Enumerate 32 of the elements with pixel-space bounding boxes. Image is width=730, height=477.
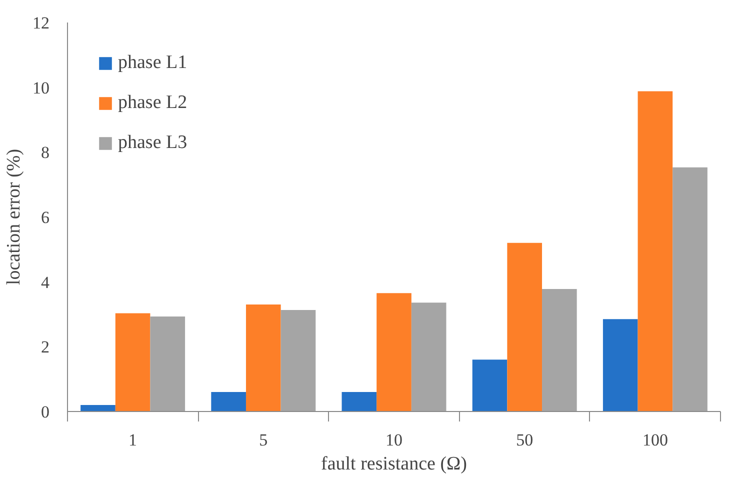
x-tick-label: 5 — [259, 430, 268, 450]
bar — [672, 167, 708, 412]
bar — [80, 405, 116, 412]
bar — [376, 293, 412, 412]
legend-label: phase L2 — [118, 92, 188, 114]
bar — [115, 313, 150, 412]
x-tick-label: 1 — [128, 430, 138, 450]
bar — [150, 316, 186, 412]
y-tick-label: 2 — [41, 338, 50, 357]
bar — [638, 91, 673, 412]
x-axis-title: fault resistance (Ω) — [321, 454, 467, 474]
bar — [472, 360, 508, 412]
y-tick-label: 10 — [32, 78, 50, 98]
bar — [342, 392, 377, 412]
bar — [602, 319, 638, 412]
bar — [280, 310, 316, 412]
y-tick-label: 8 — [41, 143, 50, 162]
bar — [246, 304, 281, 412]
legend-label: phase L3 — [118, 132, 188, 154]
bar — [211, 392, 246, 412]
y-tick-label: 0 — [41, 402, 50, 422]
x-tick-label: 10 — [386, 430, 402, 450]
y-tick-label: 4 — [41, 272, 50, 292]
x-tick-label: 50 — [516, 430, 534, 450]
x-tick-label: 100 — [642, 430, 668, 450]
bar — [542, 288, 577, 412]
bar — [507, 242, 542, 412]
y-tick-label: 6 — [41, 208, 50, 227]
y-tick-label: 12 — [32, 14, 50, 32]
legend-label: phase L1 — [118, 52, 188, 74]
y-axis-title: location error (%) — [4, 148, 24, 286]
bar — [411, 302, 446, 412]
